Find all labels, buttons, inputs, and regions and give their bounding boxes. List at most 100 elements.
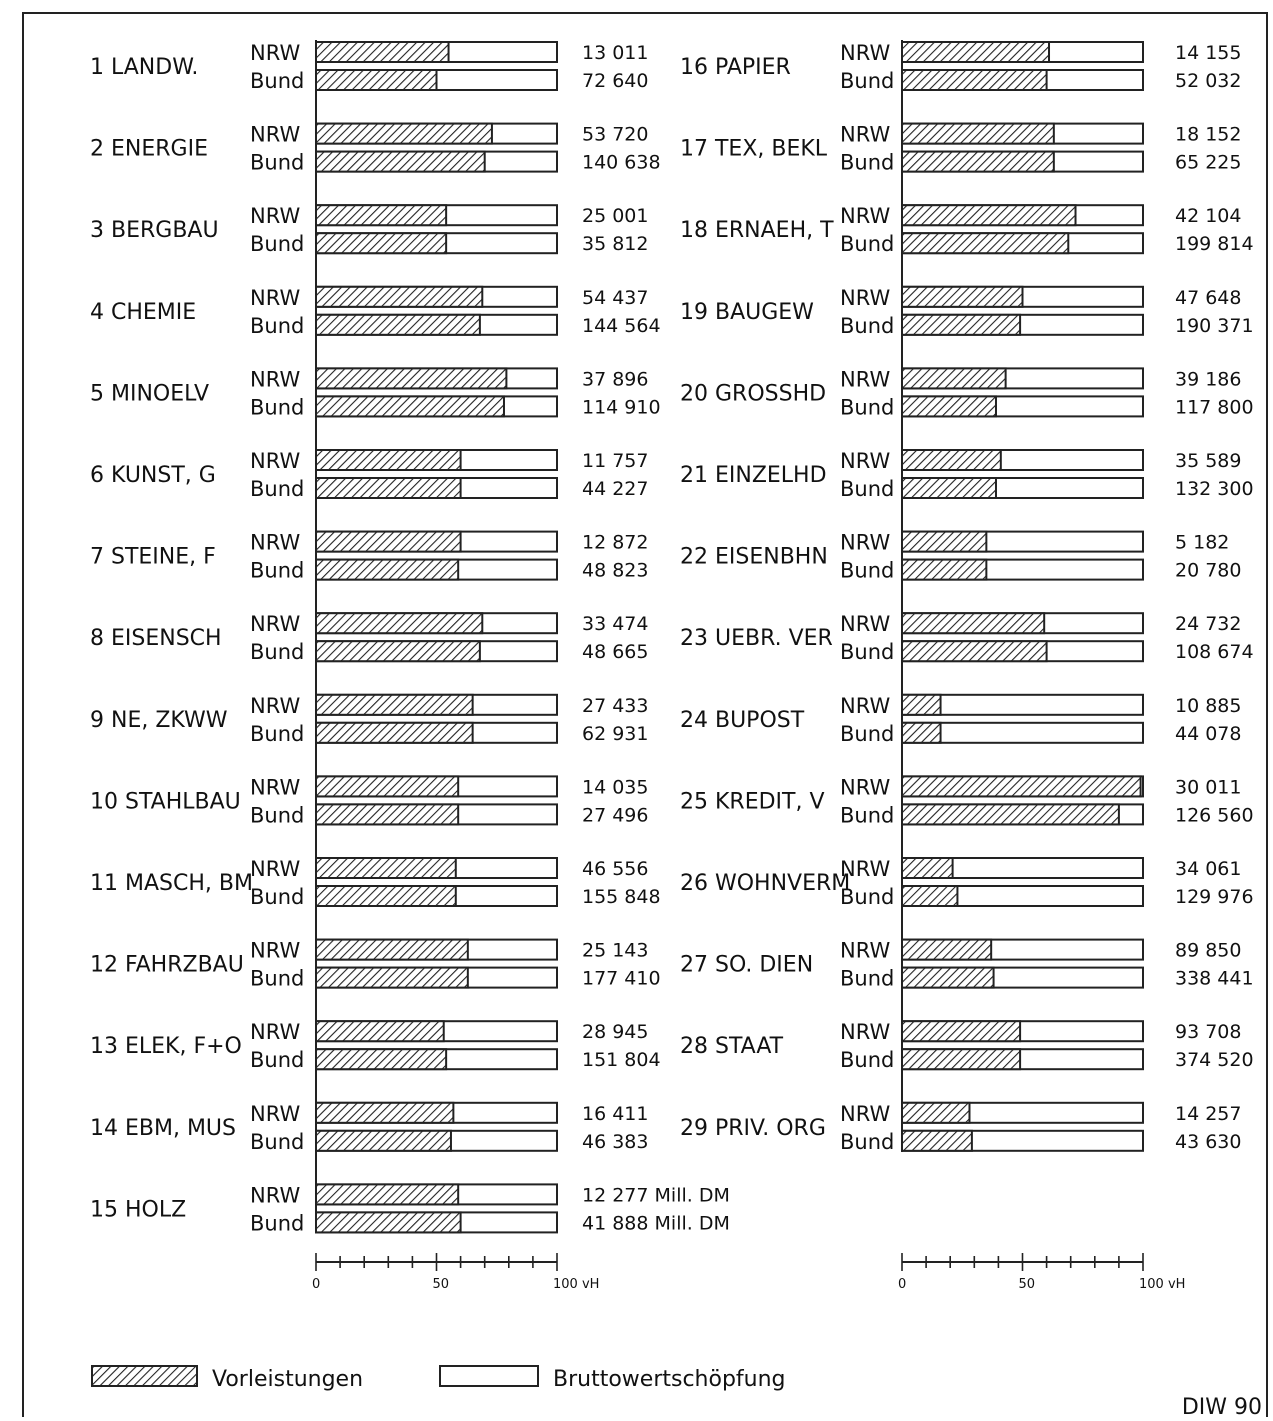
region-label-bund: Bund [840, 232, 894, 256]
bar-bund-vorleistungen [901, 558, 988, 581]
sector-24-bupost: 24 BUPOST NRW Bund 10 885 44 078 [680, 693, 1241, 746]
bar-bund-vorleistungen [901, 1129, 973, 1152]
value-bund: 46 383 [582, 1131, 648, 1153]
bar-nrw-vorleistungen [901, 1020, 1022, 1043]
bar-bund-vorleistungen [901, 966, 995, 989]
sector-label: 27 SO. DIEN [680, 953, 813, 978]
sector-label: 13 ELEK, F+O [90, 1034, 242, 1059]
sector-label: 8 EISENSCH [90, 626, 222, 651]
region-label-bund: Bund [840, 803, 894, 827]
scale-tick-label: 50 [1019, 1277, 1036, 1292]
region-label-nrw: NRW [840, 694, 890, 718]
sector-label: 23 UEBR. VER [680, 626, 833, 651]
value-nrw: 14 035 [582, 776, 648, 798]
region-label-nrw: NRW [250, 694, 300, 718]
value-nrw: 11 757 [582, 450, 648, 472]
sector-19-baugew: 19 BAUGEW NRW Bund 47 648 190 371 [680, 285, 1254, 338]
sector-label: 3 BERGBAU [90, 218, 219, 243]
sector-label: 4 CHEMIE [90, 300, 196, 325]
value-bund: 35 812 [582, 233, 648, 255]
bar-nrw-vorleistungen [315, 367, 508, 390]
region-label-bund: Bund [250, 722, 304, 746]
region-label-bund: Bund [840, 151, 894, 175]
legend-label-bruttowertschoepfung: Bruttowertschöpfung [553, 1367, 786, 1392]
region-label-nrw: NRW [840, 857, 890, 881]
sector-28-staat: 28 STAAT NRW Bund 93 708 374 520 [680, 1020, 1254, 1072]
value-bund: 151 804 [582, 1049, 661, 1071]
value-bund: 140 638 [582, 152, 661, 174]
bar-bund-vorleistungen [901, 313, 1022, 336]
region-label-bund: Bund [840, 314, 894, 338]
bar-nrw-vorleistungen [315, 204, 448, 227]
bar-bund-vorleistungen [901, 885, 959, 907]
bar-bund-vorleistungen [901, 232, 1070, 255]
region-label-bund: Bund [840, 885, 894, 909]
region-label-nrw: NRW [840, 204, 890, 228]
value-nrw: 89 850 [1175, 940, 1241, 962]
scale-tick-label: 100 vH [553, 1277, 599, 1292]
sector-6-kunst-g: 6 KUNST, G NRW Bund 11 757 44 227 [90, 449, 648, 501]
region-label-nrw: NRW [840, 367, 890, 391]
sector-13-elek-f-o: 13 ELEK, F+O NRW Bund 28 945 151 804 [90, 1020, 661, 1072]
value-nrw: 34 061 [1175, 858, 1241, 880]
value-bund: 190 371 [1175, 315, 1254, 337]
bar-bund-vorleistungen [901, 150, 1055, 173]
bar-bund-vorleistungen [901, 477, 997, 499]
bar-bund-vorleistungen [901, 721, 942, 744]
region-label-bund: Bund [840, 722, 894, 746]
sector-17-tex-bekl: 17 TEX, BEKL NRW Bund 18 152 65 225 [680, 122, 1241, 175]
region-label-bund: Bund [250, 640, 304, 664]
value-bund: 114 910 [582, 396, 661, 418]
region-label-nrw: NRW [840, 1102, 890, 1126]
bar-nrw-vorleistungen [315, 122, 493, 145]
region-label-nrw: NRW [250, 449, 300, 473]
value-nrw: 42 104 [1175, 205, 1241, 227]
value-nrw: 12 872 [582, 532, 648, 554]
sector-21-einzelhd: 21 EINZELHD NRW Bund 35 589 132 300 [680, 449, 1254, 501]
bar-nrw-vorleistungen [901, 367, 1007, 390]
value-bund: 52 032 [1175, 70, 1241, 92]
value-nrw: 14 257 [1175, 1103, 1241, 1125]
bar-nrw-vorleistungen [315, 1020, 445, 1043]
sector-label: 6 KUNST, G [90, 463, 216, 488]
bar-nrw-vorleistungen [901, 775, 1142, 798]
sector-29-priv-org: 29 PRIV. ORG NRW Bund 14 257 43 630 [680, 1101, 1241, 1154]
sector-label: 1 LANDW. [90, 55, 198, 80]
value-nrw: 93 708 [1175, 1021, 1241, 1043]
bar-bund-vorleistungen [315, 1211, 462, 1234]
value-bund: 65 225 [1175, 152, 1241, 174]
region-label-nrw: NRW [840, 531, 890, 555]
legend: Vorleistungen Bruttowertschöpfung [91, 1365, 786, 1392]
region-label-bund: Bund [840, 1048, 894, 1072]
value-nrw: 25 001 [582, 205, 648, 227]
legend-hatched-swatch [91, 1365, 198, 1387]
value-bund: 41 888 Mill. DM [582, 1212, 730, 1234]
bar-nrw-vorleistungen [315, 775, 460, 798]
scale-tick-label: 100 vH [1139, 1277, 1185, 1292]
sector-7-steine-f: 7 STEINE, F NRW Bund 12 872 48 823 [90, 530, 648, 583]
value-nrw: 46 556 [582, 858, 648, 880]
region-label-nrw: NRW [250, 1102, 300, 1126]
sector-8-eisensch: 8 EISENSCH NRW Bund 33 474 48 665 [90, 612, 648, 664]
value-bund: 126 560 [1175, 804, 1254, 826]
bar-nrw-vorleistungen [901, 285, 1024, 308]
bar-nrw-vorleistungen [901, 41, 1051, 63]
bar-bund-vorleistungen [315, 1048, 448, 1071]
sector-1-landw: 1 LANDW. NRW Bund 13 011 72 640 [90, 41, 648, 93]
value-nrw: 18 152 [1175, 124, 1241, 146]
bar-nrw-vorleistungen [901, 857, 954, 879]
bar-bund-vorleistungen [315, 721, 474, 744]
value-bund: 132 300 [1175, 478, 1254, 500]
bar-nrw-vorleistungen [901, 204, 1077, 227]
bar-bund-vorleistungen [901, 69, 1048, 91]
region-label-bund: Bund [250, 1130, 304, 1154]
value-bund: 72 640 [582, 70, 648, 92]
bar-nrw-vorleistungen [315, 1101, 455, 1124]
region-label-nrw: NRW [250, 939, 300, 963]
value-nrw: 14 155 [1175, 42, 1241, 64]
sector-label: 2 ENERGIE [90, 137, 208, 162]
region-label-nrw: NRW [840, 286, 890, 310]
sector-3-bergbau: 3 BERGBAU NRW Bund 25 001 35 812 [90, 204, 648, 256]
value-bund: 374 520 [1175, 1049, 1254, 1071]
region-label-nrw: NRW [250, 1183, 300, 1207]
